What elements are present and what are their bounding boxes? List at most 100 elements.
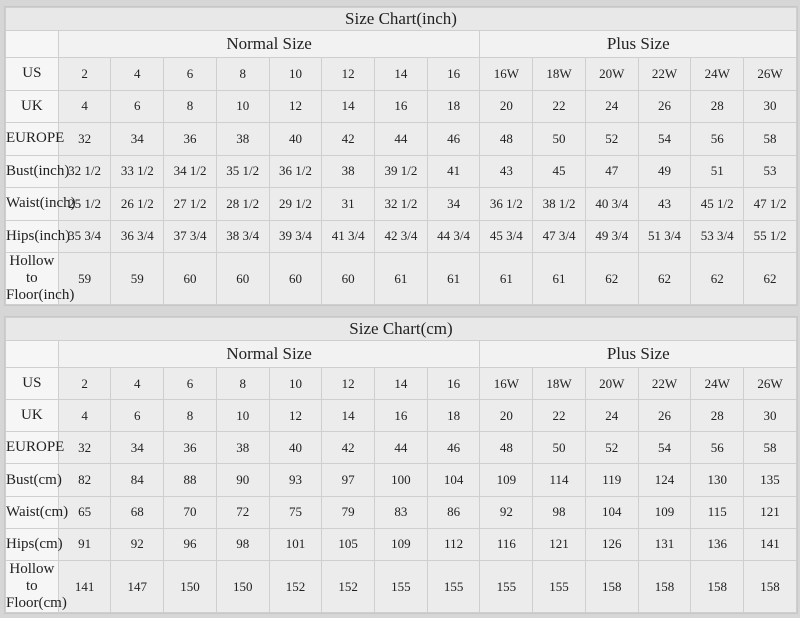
table-cell: 92 xyxy=(110,527,165,562)
table-cell: 24W xyxy=(690,366,745,401)
table-cell: 34 xyxy=(110,431,165,465)
table-cell: 60 xyxy=(268,252,323,305)
table-cell: 38 3/4 xyxy=(215,219,270,253)
table-cell: 38 xyxy=(215,122,270,156)
table-cell: 92 xyxy=(479,495,534,529)
table-cell: 93 xyxy=(268,463,323,497)
table-cell: 158 xyxy=(743,560,797,613)
table-title: Size Chart(cm) xyxy=(5,317,797,341)
header-blank-cell xyxy=(5,340,59,368)
table-cell: 70 xyxy=(163,495,217,529)
table-cell: 121 xyxy=(743,495,797,529)
table-cell: 26W xyxy=(743,366,797,401)
table-cell: 36 1/2 xyxy=(268,154,323,188)
table-cell: 126 xyxy=(584,527,639,562)
table-cell: 44 3/4 xyxy=(426,219,481,253)
table-cell: 36 xyxy=(163,122,217,156)
table-cell: 130 xyxy=(690,463,745,497)
table-cell: 20W xyxy=(584,57,639,91)
table-cell: 50 xyxy=(532,122,586,156)
table-cell: 18 xyxy=(426,399,481,433)
table-cell: 32 xyxy=(57,122,112,156)
table-cell: 6 xyxy=(163,366,217,401)
table-cell: 105 xyxy=(321,527,376,562)
table-cell: 2 xyxy=(57,366,112,401)
row-label: UK xyxy=(5,399,59,433)
table-cell: 155 xyxy=(374,560,428,613)
table-cell: 41 3/4 xyxy=(321,219,376,253)
group-header-row: Normal Size Plus Size xyxy=(5,340,797,368)
row-label: Hollow to Floor(cm) xyxy=(5,560,67,613)
table-cell: 8 xyxy=(163,89,217,123)
table-cell: 61 xyxy=(479,252,534,305)
table-cell: 18 xyxy=(426,89,481,123)
table-cell: 35 1/2 xyxy=(215,154,270,188)
table-cell: 150 xyxy=(215,560,270,613)
size-chart-cm: Size Chart(cm) Normal Size Plus Size US 2 4 6 8… xyxy=(4,316,798,614)
table-row: Waist(inch) 25 1/2 26 1/2 27 1/2 28 1/2 29 1/… xyxy=(5,187,797,221)
table-cell: 150 xyxy=(163,560,217,613)
table-cell: 41 xyxy=(426,154,481,188)
table-cell: 44 xyxy=(374,431,428,465)
table-cell: 48 xyxy=(479,431,534,465)
table-cell: 49 3/4 xyxy=(584,219,639,253)
table-cell: 119 xyxy=(584,463,639,497)
table-cell: 20W xyxy=(584,366,639,401)
table-cell: 8 xyxy=(163,399,217,433)
table-cell: 58 xyxy=(743,431,797,465)
table-row: Hollow to Floor(cm) 141 147 150 150 152 152 155… xyxy=(5,560,797,613)
table-cell: 22W xyxy=(637,366,692,401)
row-label: UK xyxy=(5,89,59,123)
table-cell: 131 xyxy=(637,527,692,562)
table-cell: 56 xyxy=(690,431,745,465)
table-cell: 10 xyxy=(268,57,323,91)
table-cell: 8 xyxy=(215,57,270,91)
title-row: Size Chart(cm) xyxy=(5,317,797,341)
table-cell: 152 xyxy=(321,560,376,613)
table-cell: 32 1/2 xyxy=(57,154,112,188)
table-cell: 32 1/2 xyxy=(374,187,428,221)
table-cell: 86 xyxy=(426,495,481,529)
row-label: Waist(cm) xyxy=(5,495,68,529)
table-cell: 52 xyxy=(584,122,639,156)
table-cell: 34 1/2 xyxy=(163,154,217,188)
table-cell: 62 xyxy=(743,252,797,305)
size-table: Size Chart(inch) Normal Size Plus Size US 2 4… xyxy=(5,7,797,305)
table-cell: 12 xyxy=(268,89,323,123)
table-cell: 4 xyxy=(110,57,165,91)
table-cell: 56 xyxy=(690,122,745,156)
table-cell: 36 xyxy=(163,431,217,465)
table-cell: 38 xyxy=(215,431,270,465)
table-cell: 54 xyxy=(637,431,692,465)
table-cell: 43 xyxy=(479,154,534,188)
normal-size-header: Normal Size xyxy=(57,30,481,58)
table-cell: 16 xyxy=(374,89,428,123)
table-cell: 26 xyxy=(637,89,692,123)
table-cell: 29 1/2 xyxy=(268,187,323,221)
table-cell: 16 xyxy=(426,366,481,401)
table-cell: 104 xyxy=(584,495,639,529)
table-cell: 46 xyxy=(426,122,481,156)
table-cell: 136 xyxy=(690,527,745,562)
table-cell: 47 3/4 xyxy=(532,219,586,253)
row-label: Waist(inch) xyxy=(5,187,76,221)
table-cell: 34 xyxy=(426,187,481,221)
row-label: EUROPE xyxy=(5,122,64,156)
table-cell: 97 xyxy=(321,463,376,497)
table-cell: 121 xyxy=(532,527,586,562)
table-cell: 33 1/2 xyxy=(110,154,165,188)
table-cell: 75 xyxy=(268,495,323,529)
table-cell: 24 xyxy=(584,89,639,123)
table-cell: 20 xyxy=(479,89,534,123)
table-cell: 49 xyxy=(637,154,692,188)
table-cell: 28 xyxy=(690,89,745,123)
table-cell: 40 xyxy=(268,122,323,156)
table-cell: 46 xyxy=(426,431,481,465)
table-cell: 4 xyxy=(110,366,165,401)
table-cell: 12 xyxy=(321,366,376,401)
table-cell: 22W xyxy=(637,57,692,91)
group-header-row: Normal Size Plus Size xyxy=(5,30,797,58)
table-cell: 26 1/2 xyxy=(110,187,165,221)
table-cell: 62 xyxy=(690,252,745,305)
table-cell: 16W xyxy=(479,57,534,91)
